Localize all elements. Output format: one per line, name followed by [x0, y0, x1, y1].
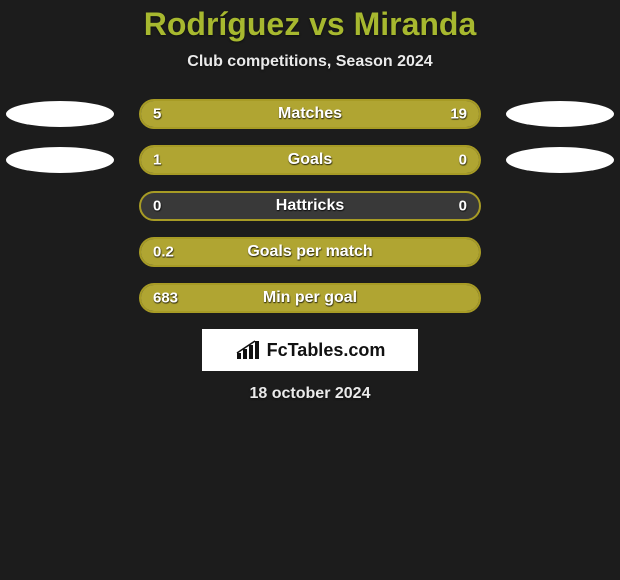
date: 18 october 2024	[0, 385, 620, 403]
stat-bar: 0 0 Hattricks	[139, 191, 481, 221]
bar-fill-right	[401, 147, 479, 173]
stat-row: 5 19 Matches	[0, 99, 620, 129]
stat-row: 683 Min per goal	[0, 283, 620, 313]
stat-label: Min per goal	[263, 289, 357, 307]
fctables-logo[interactable]: FcTables.com	[202, 329, 418, 371]
stat-value-right: 0	[459, 198, 467, 215]
bar-fill-right	[211, 101, 479, 127]
stat-bar: 5 19 Matches	[139, 99, 481, 129]
stat-label: Hattricks	[276, 197, 344, 215]
team-badge-right	[506, 101, 614, 127]
team-badge-left	[6, 147, 114, 173]
stats-list: 5 19 Matches 1 0 Goals 0 0 Hattricks 0.2 Goals per…	[0, 99, 620, 313]
bar-fill-left	[141, 101, 211, 127]
stat-value-left: 1	[153, 152, 161, 169]
bar-fill-left	[141, 147, 401, 173]
stat-value-left: 683	[153, 290, 178, 307]
stat-value-right: 19	[450, 106, 467, 123]
stat-row: 0 0 Hattricks	[0, 191, 620, 221]
stat-bar: 1 0 Goals	[139, 145, 481, 175]
stat-bar: 683 Min per goal	[139, 283, 481, 313]
team-badge-left	[6, 101, 114, 127]
stat-label: Matches	[278, 105, 342, 123]
stat-value-left: 0.2	[153, 244, 174, 261]
chart-icon	[235, 339, 261, 361]
player1-name: Rodríguez	[144, 6, 300, 42]
page-title: Rodríguez vs Miranda	[0, 6, 620, 43]
subtitle: Club competitions, Season 2024	[0, 53, 620, 71]
stat-value-left: 5	[153, 106, 161, 123]
stat-value-right: 0	[459, 152, 467, 169]
vs-text: vs	[309, 6, 345, 42]
comparison-card: Rodríguez vs Miranda Club competitions, …	[0, 0, 620, 403]
stat-row: 1 0 Goals	[0, 145, 620, 175]
stat-label: Goals per match	[247, 243, 372, 261]
stat-value-left: 0	[153, 198, 161, 215]
team-badge-right	[506, 147, 614, 173]
player2-name: Miranda	[354, 6, 477, 42]
stat-row: 0.2 Goals per match	[0, 237, 620, 267]
stat-bar: 0.2 Goals per match	[139, 237, 481, 267]
stat-label: Goals	[288, 151, 332, 169]
logo-text: FcTables.com	[267, 340, 386, 361]
